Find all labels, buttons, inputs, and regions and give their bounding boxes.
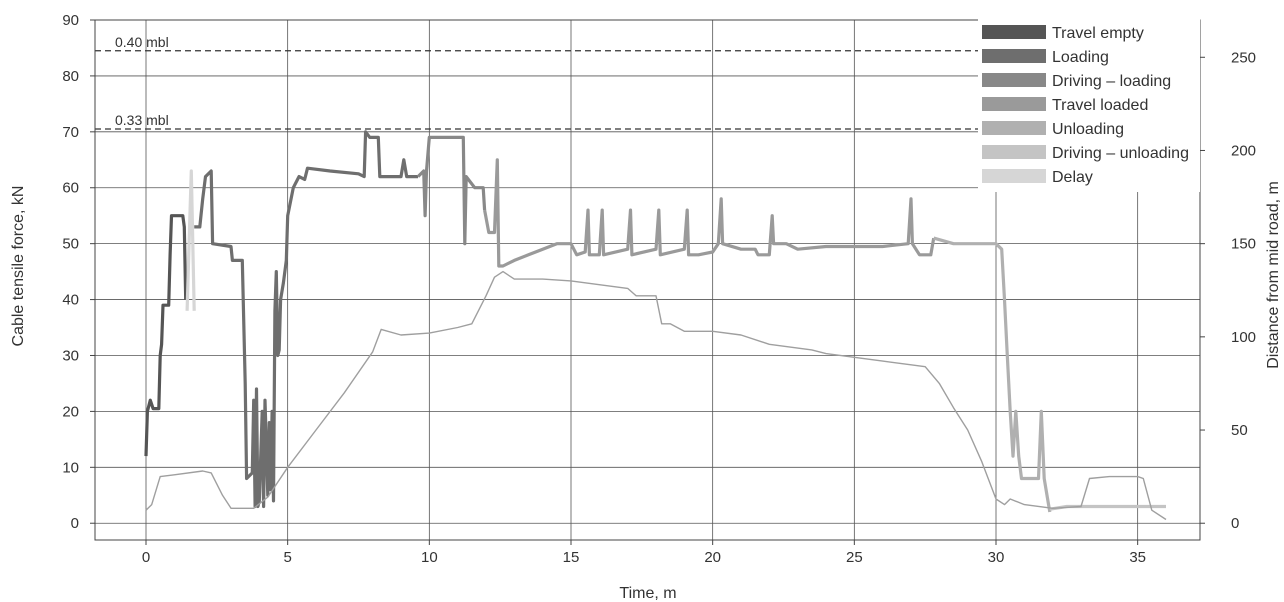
grid	[95, 19, 1200, 540]
y-tick-label: 40	[62, 292, 79, 309]
x-tick-label: 5	[283, 549, 291, 566]
plot-frame	[94, 19, 1201, 541]
y-tick-label: 50	[62, 236, 79, 253]
series-group	[144, 130, 1167, 521]
x-tick-label: 10	[421, 549, 438, 566]
legend-label: Driving – unloading	[1052, 145, 1189, 162]
y-tick-label: 80	[62, 68, 79, 85]
force-series-line	[483, 158, 936, 268]
force-series-line	[416, 135, 487, 246]
x-axis-label: Time, m	[619, 585, 676, 602]
reference-line-label: 0.40 mbl	[115, 34, 169, 50]
distance-line	[145, 270, 1167, 521]
force-series-line	[144, 214, 188, 457]
y-tick-label: 0	[71, 515, 79, 532]
legend-swatch	[982, 49, 1046, 63]
legend-swatch	[982, 169, 1046, 183]
y-tick-label: 70	[62, 124, 79, 141]
y2-axis-label: Distance from mid road, m	[1265, 181, 1282, 369]
y2-tick-label: 0	[1231, 515, 1239, 532]
legend-label: Loading	[1052, 49, 1109, 66]
legend-swatch	[982, 121, 1046, 135]
legend-swatch	[982, 145, 1046, 159]
y2-tick-label: 100	[1231, 329, 1256, 346]
legend-label: Delay	[1052, 169, 1093, 186]
axes: 0 5 10 15 20 25 30 35 0 10 20 30 40 50 60 70 80 90 0 50 100 1…	[62, 12, 1256, 566]
force-series-line	[194, 130, 418, 509]
x-tick-label: 35	[1129, 549, 1146, 566]
y-tick-label: 10	[62, 459, 79, 476]
force-series-line	[185, 169, 196, 311]
y2-tick-label: 150	[1231, 236, 1256, 253]
y-tick-label: 20	[62, 403, 79, 420]
x-tick-label: 20	[704, 549, 721, 566]
legend: Travel empty Loading Driving – loading Trav…	[978, 18, 1200, 192]
legend-label: Travel empty	[1052, 25, 1144, 42]
y-tick-label: 30	[62, 347, 79, 364]
y-tick-label: 60	[62, 180, 79, 197]
x-tick-label: 30	[988, 549, 1005, 566]
x-tick-label: 0	[142, 549, 150, 566]
legend-swatch	[982, 97, 1046, 111]
reference-line-label: 0.33 mbl	[115, 112, 169, 128]
force-series-line	[933, 236, 1052, 513]
y-axis-label: Cable tensile force, kN	[10, 186, 27, 347]
y2-tick-label: 50	[1231, 422, 1248, 439]
x-tick-label: 15	[563, 549, 580, 566]
legend-swatch	[982, 25, 1046, 39]
y-tick-label: 90	[62, 12, 79, 29]
legend-label: Unloading	[1052, 121, 1124, 138]
legend-swatch	[982, 73, 1046, 87]
y2-tick-label: 250	[1231, 49, 1256, 66]
legend-label: Driving – loading	[1052, 73, 1171, 90]
x-tick-label: 25	[846, 549, 863, 566]
y2-tick-label: 200	[1231, 142, 1256, 159]
legend-label: Travel loaded	[1052, 97, 1148, 114]
